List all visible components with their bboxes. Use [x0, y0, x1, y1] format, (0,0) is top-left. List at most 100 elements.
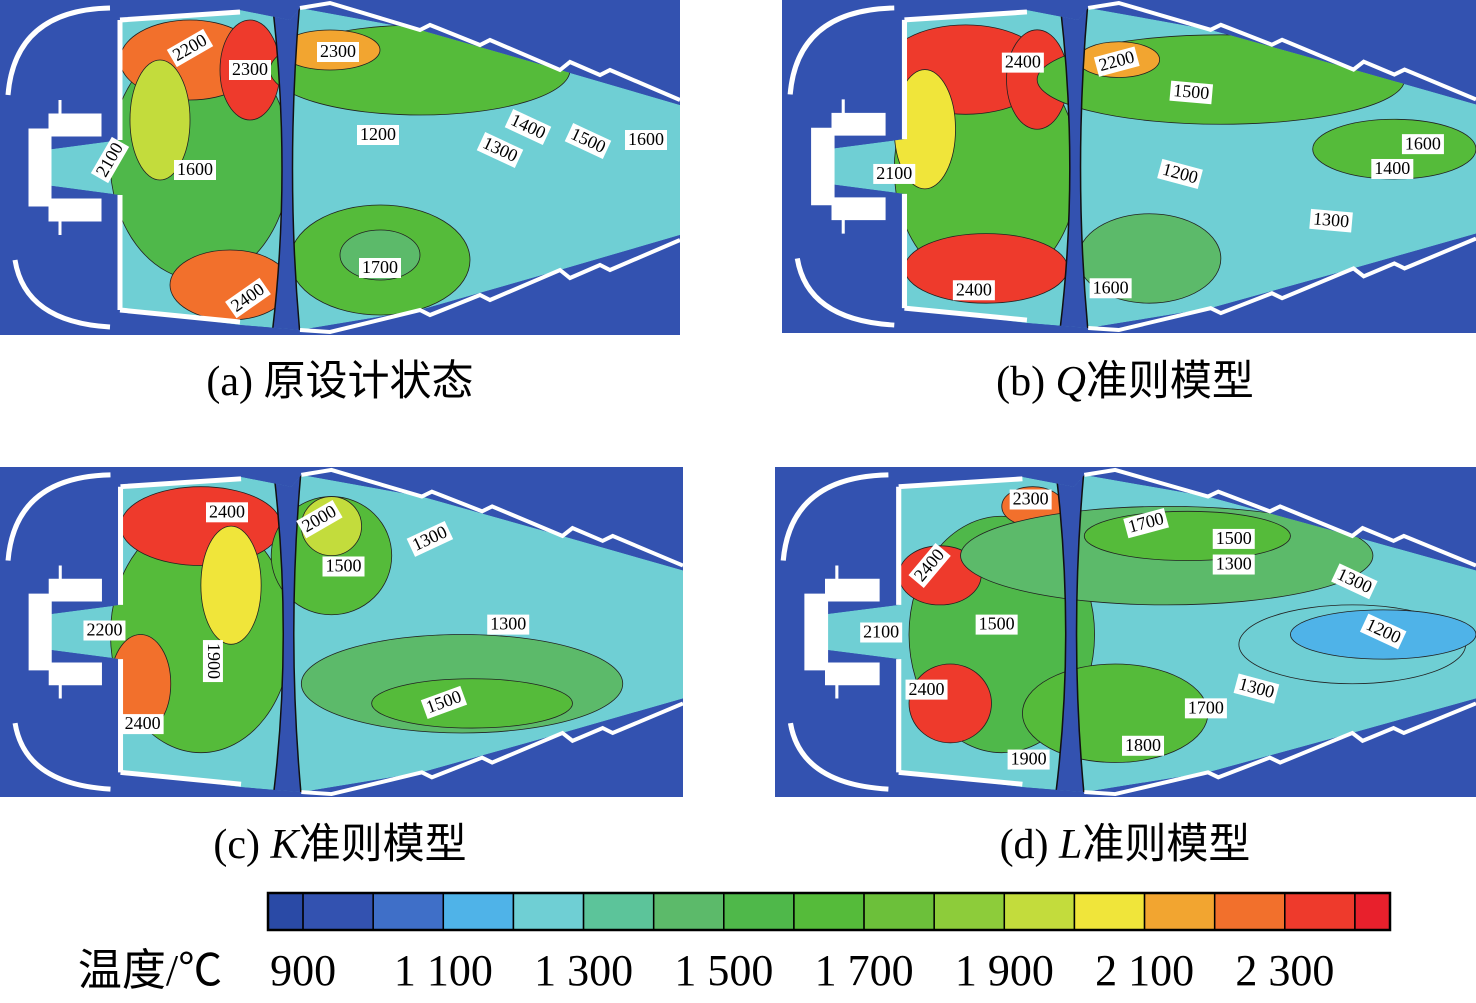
label-box [975, 614, 1018, 635]
liner-wall [901, 9, 1028, 323]
label-box [625, 130, 667, 150]
colorbar-tick-label: 1 100 [394, 946, 493, 995]
label-box [359, 258, 401, 278]
louvers-top [300, 467, 684, 568]
label-box [1359, 613, 1407, 650]
colorbar-segment [1354, 892, 1391, 931]
contour-value: 1700 [362, 257, 398, 277]
louvers-top [1083, 467, 1476, 568]
label-box [1233, 673, 1280, 704]
contour-label: 2400 [952, 279, 995, 301]
liner-wall [896, 476, 1023, 787]
caption-text: 原设计状态 [264, 359, 474, 405]
temperature-region [908, 663, 992, 744]
throat-gap [1054, 474, 1086, 793]
colorbar-tick-label: 1 300 [534, 946, 633, 995]
contour-value: 1600 [628, 129, 664, 149]
colorbar-frame [266, 891, 1392, 932]
colorbar-segment [442, 892, 515, 931]
field [821, 474, 1476, 793]
throat-gap [271, 8, 301, 330]
swirler [28, 100, 102, 235]
contour-label: 1600 [1401, 133, 1444, 155]
label-box [1371, 158, 1414, 179]
contour-label: 1500 [1169, 80, 1214, 105]
contour-label: 1400 [1371, 158, 1414, 179]
contour-value: 2300 [232, 59, 268, 79]
contour-label: 2400 [1001, 52, 1044, 73]
label-box [873, 163, 916, 184]
colorbar-segment [1143, 892, 1216, 931]
contour-value: 2400 [956, 279, 992, 299]
caption-symbol: K [270, 822, 301, 868]
contour-label: 2400 [205, 501, 248, 523]
label-box [1184, 698, 1227, 719]
label-box [504, 109, 552, 145]
caption-prefix: (c) [213, 822, 260, 868]
caption-symbol: Q [1056, 359, 1086, 405]
caption-text: 准则模型 [1086, 359, 1254, 405]
colorbar-segment [723, 892, 795, 931]
label-box [406, 520, 454, 557]
colorbar-segment [652, 892, 725, 931]
label-box [564, 123, 612, 159]
label-box [1122, 735, 1165, 756]
label-box [1001, 52, 1044, 73]
contour-value: 1600 [1405, 133, 1441, 153]
label-box [357, 125, 399, 145]
contour-label: 1900 [1007, 749, 1050, 770]
contour-value: 1300 [1312, 208, 1350, 231]
label-box [1093, 46, 1140, 77]
louvers-bottom [301, 701, 684, 797]
colorbar-segment [582, 892, 655, 931]
label-box [420, 685, 468, 720]
contour-label: 1700 [1184, 697, 1227, 719]
throat-gap [272, 474, 303, 793]
field [45, 474, 684, 793]
contour-label: 1200 [357, 124, 399, 145]
louvers-bottom [1088, 236, 1476, 333]
temperature-region [129, 59, 191, 181]
label-box [1123, 508, 1169, 539]
label-box [205, 502, 248, 523]
dome [5, 5, 111, 330]
louvers-top [299, 0, 681, 102]
contour-label: 2400 [905, 679, 948, 700]
colorbar-segment [863, 892, 935, 931]
contour-label: 2100 [873, 163, 916, 184]
label-box [1009, 489, 1052, 510]
contour-label: 1300 [1309, 208, 1353, 233]
contour-value: 2300 [320, 41, 356, 61]
label-box [322, 556, 365, 577]
label-box [1007, 749, 1050, 770]
contour-value: 2400 [909, 679, 945, 699]
liner-wall [118, 476, 242, 787]
contour-value: 2400 [209, 501, 245, 521]
label-box [229, 60, 271, 80]
caption: (c) K准则模型 [213, 822, 466, 868]
contour-label: 2300 [317, 41, 359, 62]
contour-panel [782, 0, 1476, 333]
contour-value: 1500 [326, 556, 362, 576]
contour-value: 1600 [1093, 277, 1129, 297]
label-box [860, 622, 903, 643]
contour-value: 1300 [1216, 554, 1252, 574]
contour-label: 1600 [625, 129, 667, 150]
contour-value: 2100 [863, 622, 899, 642]
caption-symbol: L [1058, 822, 1082, 868]
contour-label: 1500 [1212, 528, 1255, 549]
contour-label: 1700 [359, 257, 401, 278]
contour-value: 1400 [1374, 158, 1410, 178]
temperature-region [169, 249, 291, 321]
colorbar-segment [1003, 892, 1076, 931]
swirler [804, 565, 880, 699]
contour-label: 1500 [322, 556, 365, 577]
louvers-bottom [299, 238, 681, 335]
caption-prefix: (b) [996, 359, 1045, 405]
contour-value: 1700 [1188, 697, 1224, 717]
contour-label: 2400 [121, 713, 164, 735]
colorbar-segment [793, 892, 865, 931]
label-box [202, 640, 223, 683]
label-box [83, 620, 126, 641]
swirler [811, 99, 886, 234]
